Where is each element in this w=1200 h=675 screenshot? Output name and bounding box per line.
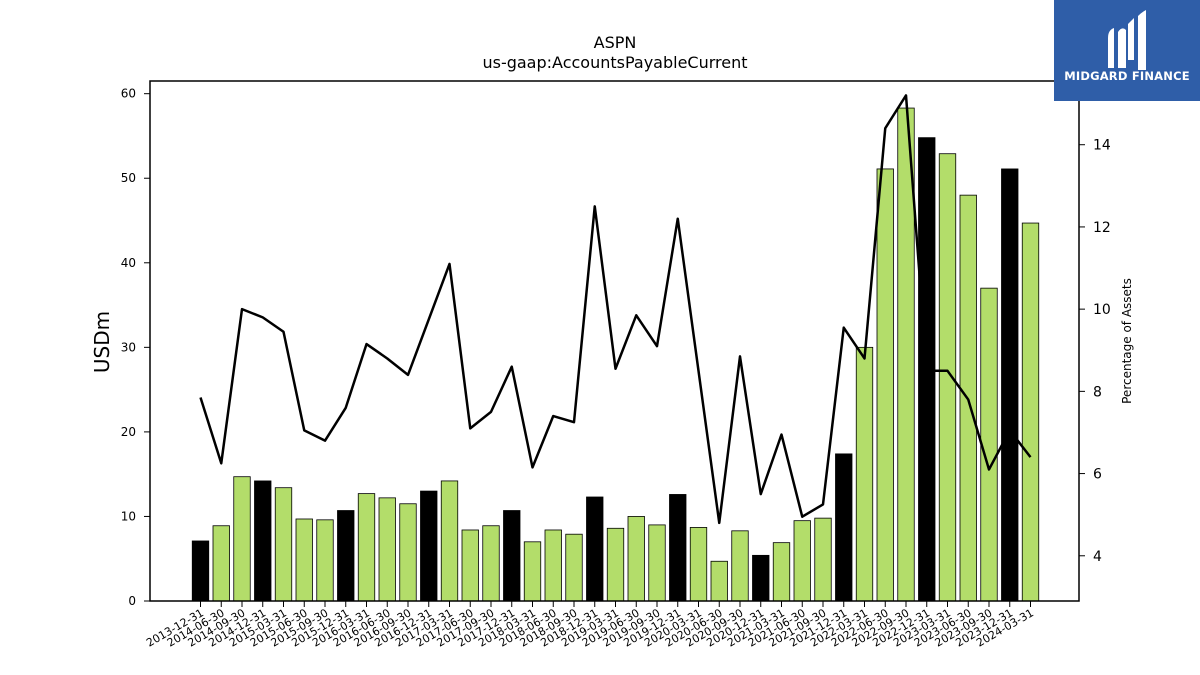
chart-subtitle: us-gaap:AccountsPayableCurrent bbox=[482, 53, 747, 72]
bar bbox=[710, 560, 728, 602]
bar bbox=[627, 516, 645, 602]
bar bbox=[191, 540, 210, 602]
bar bbox=[980, 287, 998, 602]
bar bbox=[420, 490, 438, 602]
chart-title: ASPN bbox=[594, 33, 637, 52]
bar bbox=[523, 541, 542, 602]
bar bbox=[876, 168, 894, 602]
bar bbox=[233, 476, 251, 602]
bar bbox=[648, 524, 666, 602]
line-series bbox=[199, 94, 1032, 525]
right-tick-label: 12 bbox=[1093, 220, 1111, 236]
bar bbox=[814, 517, 832, 602]
bar bbox=[835, 453, 853, 602]
right-tick-label: 4 bbox=[1093, 549, 1102, 565]
bar bbox=[357, 493, 376, 602]
bar bbox=[337, 510, 355, 602]
bar bbox=[731, 530, 749, 602]
right-tick-label: 8 bbox=[1093, 384, 1102, 400]
bar bbox=[440, 480, 459, 602]
bar bbox=[855, 346, 874, 602]
right-tick-label: 10 bbox=[1093, 302, 1111, 318]
bar bbox=[606, 527, 625, 602]
bar-series bbox=[191, 107, 1040, 602]
bar bbox=[295, 518, 313, 602]
midgard-logo-icon bbox=[1108, 10, 1146, 70]
plot-frame bbox=[149, 80, 1080, 602]
bar bbox=[399, 503, 417, 602]
left-tick-label: 30 bbox=[121, 340, 136, 354]
bar bbox=[378, 497, 396, 602]
brand-logo: MIDGARD FINANCE bbox=[1054, 0, 1200, 101]
bar bbox=[1021, 222, 1040, 602]
percentage-line bbox=[199, 94, 1032, 525]
bar bbox=[689, 527, 708, 602]
right-tick-label: 14 bbox=[1093, 138, 1111, 154]
left-tick-label: 10 bbox=[121, 509, 136, 523]
bar bbox=[274, 487, 293, 602]
left-tick-label: 0 bbox=[128, 594, 136, 608]
right-axis: 4 6 8 10 12 14 bbox=[1079, 138, 1111, 565]
x-axis: 2013-12-312014-06-302014-09-302014-12-31… bbox=[144, 601, 1036, 650]
bar bbox=[316, 519, 334, 602]
left-tick-label: 60 bbox=[121, 87, 136, 101]
bar bbox=[793, 520, 811, 602]
left-tick-label: 40 bbox=[121, 256, 136, 270]
bar bbox=[482, 525, 500, 602]
bar bbox=[586, 496, 604, 602]
bar bbox=[669, 494, 687, 602]
right-tick-label: 6 bbox=[1093, 467, 1102, 483]
bar bbox=[254, 480, 272, 602]
bar bbox=[503, 510, 521, 602]
bar bbox=[1001, 168, 1019, 602]
right-axis-label: Percentage of Assets bbox=[1120, 278, 1134, 404]
bar bbox=[565, 533, 583, 602]
bar bbox=[772, 542, 791, 602]
left-tick-label: 50 bbox=[121, 171, 136, 185]
bar bbox=[212, 525, 230, 602]
bar bbox=[544, 529, 562, 602]
bar bbox=[461, 529, 479, 602]
brand-name: MIDGARD FINANCE bbox=[1064, 69, 1190, 83]
left-axis-label: USDm bbox=[90, 311, 114, 373]
left-axis: 0 10 20 30 40 50 60 bbox=[121, 87, 150, 608]
left-tick-label: 20 bbox=[121, 425, 136, 439]
bar bbox=[752, 554, 770, 602]
